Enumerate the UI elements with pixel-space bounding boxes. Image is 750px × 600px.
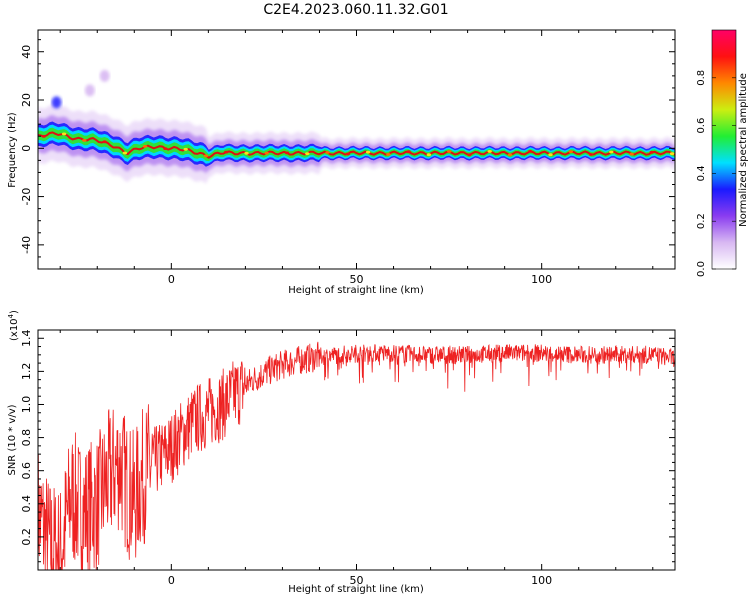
snr-y-label: SNR (10 * v/v) [7,404,18,475]
x-tick-label: 50 [350,273,364,286]
colorbar-tick-label: 0.6 [696,118,707,134]
colorbar: 0.0 0.2 0.4 0.6 0.8 Normalized spectral ampl… [696,29,749,277]
snr-multiplier-base: (x10 [9,318,20,341]
ridge-spot [163,147,168,151]
colorbar-tick-label: 0.4 [696,165,707,181]
snr-multiplier-close: ) [9,310,20,314]
ridge-spot [305,152,310,156]
ridge-spot [183,147,188,151]
ridge-spot [224,150,229,154]
ridge-spot [588,153,594,156]
ridge-spot [447,150,452,153]
y-tick-label: 20 [20,93,33,107]
ridge-spot [102,140,107,144]
colorbar-label: Normalized spectral amplitude [738,73,749,227]
ridge-spot [365,150,371,154]
ridge-spot [82,139,87,142]
ridge-spot [244,151,249,155]
spectrogram-panel: 0 50 100 40 20 0 -20 -40 Height of straight lin… [7,29,676,296]
ridge-spot [142,145,148,148]
ridge-spot [41,135,46,138]
y-tick-label: -40 [20,236,33,254]
snr-panel: 0 50 100 0.2 0.4 0.6 0.8 1.0 1.2 1.4 Height of st… [7,310,676,595]
ridge-spot [61,132,67,136]
y-tick-label: 40 [20,45,33,59]
ridge-spot [609,150,614,154]
ridge-spot [528,150,533,153]
ridge-spot [629,152,634,156]
snr-x-label: Height of straight line (km) [288,584,424,595]
x-tick-label: 0 [168,574,175,587]
ridge-spot [548,153,553,157]
ridge-spot [122,151,128,155]
ridge-spot [345,152,350,156]
snr-ticks: 0 50 100 0.2 0.4 0.6 0.8 1.0 1.2 1.4 [20,330,675,587]
x-tick-label: 50 [350,574,364,587]
ridge-spot [284,151,290,155]
colorbar-bar [711,29,737,270]
figure-title: C2E4.2023.060.11.32.G01 [263,2,448,18]
spectrogram-x-label: Height of straight line (km) [288,285,424,296]
spectral-blob [84,84,95,97]
ridge-spot [507,153,513,157]
y-tick-label: 1.4 [20,330,33,348]
spectrogram-plot-area [38,69,675,184]
snr-series-line [38,341,675,570]
spectral-blob [99,69,110,82]
ridge-spot [386,153,391,156]
colorbar-tick-label: 0.2 [696,213,707,229]
ridge-spot [426,153,432,157]
y-tick-label: 0.4 [20,495,33,513]
ridge-spot [264,151,269,155]
ridge-spot [669,152,675,156]
y-tick-label: -20 [20,188,33,206]
ridge-spot [649,150,654,154]
ridge-spot [325,151,330,154]
snr-multiplier: (x104) [7,310,20,341]
y-tick-label: 1.0 [20,396,33,414]
ridge-spot [487,150,492,153]
spectral-blob [51,96,62,109]
colorbar-tick-label: 0.8 [696,70,707,86]
ridge-spot [406,150,411,154]
ridge-spot [203,154,209,158]
y-tick-label: 0.2 [20,528,33,546]
y-tick-label: 0 [20,145,33,152]
snr-plot-area [38,341,675,570]
x-tick-label: 100 [531,273,552,286]
x-tick-label: 100 [531,574,552,587]
y-tick-label: 0.6 [20,462,33,480]
y-tick-label: 0.8 [20,429,33,447]
snr-multiplier-exp: 4 [7,313,15,318]
spectrogram-y-label: Frequency (Hz) [7,112,18,188]
y-tick-label: 1.2 [20,363,33,381]
colorbar-tick-label: 0.0 [696,261,707,277]
spectrogram-ticks: 0 50 100 40 20 0 -20 -40 [20,30,675,286]
ridge-spot [467,153,472,157]
x-tick-label: 0 [168,273,175,286]
colorbar-ticks: 0.0 0.2 0.4 0.6 0.8 [696,70,736,277]
ridge-spot [568,150,573,154]
